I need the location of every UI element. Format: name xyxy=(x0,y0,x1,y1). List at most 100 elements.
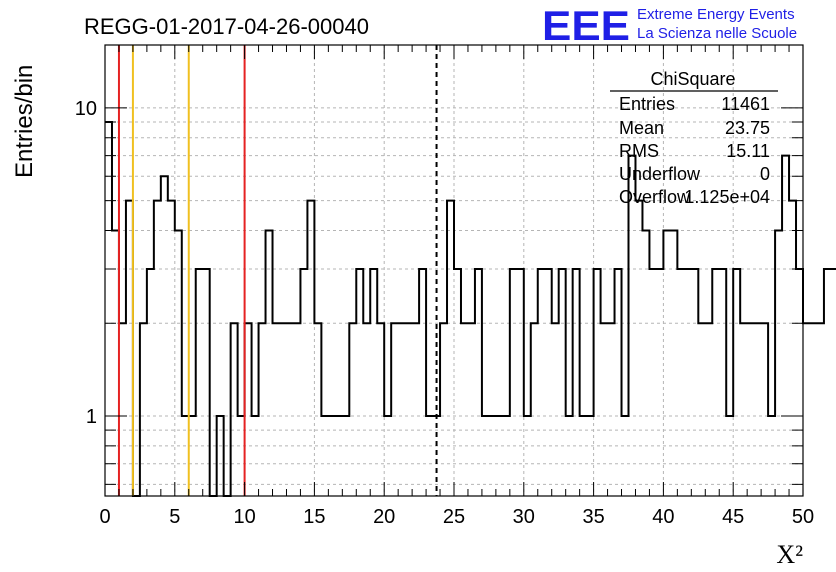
x-tick-label: 0 xyxy=(99,506,110,528)
histogram-bin xyxy=(747,323,754,496)
histogram-bin xyxy=(349,323,356,496)
stats-value-entries: 11461 xyxy=(721,94,770,114)
histogram-bin xyxy=(433,416,440,496)
histogram-bin xyxy=(419,269,426,496)
histogram-bin xyxy=(377,323,384,496)
histogram-bin xyxy=(503,416,510,496)
histogram-bin xyxy=(273,323,280,496)
histogram-bin xyxy=(398,323,405,496)
histogram-bin xyxy=(677,269,684,496)
histogram-bin xyxy=(712,269,719,496)
logo-line-2: La Scienza nelle Scuole xyxy=(637,25,797,42)
histogram-bin xyxy=(245,323,252,496)
x-tick-label: 50 xyxy=(792,506,814,528)
y-tick-label: 10 xyxy=(75,98,97,120)
histogram-bin xyxy=(266,231,273,496)
histogram-bin xyxy=(447,201,454,496)
histogram-bin xyxy=(328,416,335,496)
histogram-bin xyxy=(670,231,677,496)
histogram-bin xyxy=(259,323,266,496)
histogram-bin xyxy=(307,201,314,496)
histogram-bin xyxy=(531,323,538,496)
histogram-bin xyxy=(182,416,189,496)
histogram-bin xyxy=(642,231,649,496)
histogram-bin xyxy=(601,323,608,496)
histogram-bin xyxy=(782,156,789,496)
histogram-bin xyxy=(189,416,196,496)
histogram-bin xyxy=(454,269,461,496)
stats-value-rms: 15.11 xyxy=(726,141,770,161)
histogram-bin xyxy=(119,323,126,496)
histogram-bin xyxy=(761,323,768,496)
histogram-bin xyxy=(293,323,300,496)
histogram-bin xyxy=(796,269,803,496)
histogram-bin xyxy=(140,323,147,496)
histogram-line xyxy=(105,120,836,497)
histogram-bin xyxy=(126,201,133,496)
chart-title: REGG-01-2017-04-26-00040 xyxy=(84,14,369,39)
histogram-bin xyxy=(608,323,615,496)
histogram-bin xyxy=(740,323,747,496)
histogram-bin xyxy=(238,416,245,496)
histogram-bin xyxy=(698,323,705,496)
histogram-bin xyxy=(663,231,670,496)
histogram-bin xyxy=(517,269,524,496)
histogram-bin xyxy=(594,269,601,496)
histogram-bin xyxy=(803,323,810,496)
x-tick-label: 15 xyxy=(303,506,325,528)
histogram-bin xyxy=(321,416,328,496)
histogram-bin xyxy=(286,323,293,496)
histogram-bin xyxy=(489,416,496,496)
histogram-bin xyxy=(775,231,782,496)
histogram-bin xyxy=(768,416,775,496)
histogram-bin xyxy=(538,269,545,496)
marker-lines xyxy=(117,45,438,496)
histogram-bin xyxy=(496,416,503,496)
histogram-bin xyxy=(147,269,154,496)
histogram-bin xyxy=(112,231,119,496)
histogram-bin xyxy=(363,323,370,496)
histogram-bin xyxy=(231,323,238,496)
histogram-bin xyxy=(217,416,224,496)
stats-value-underflow: 0 xyxy=(760,164,770,184)
histogram-bin xyxy=(587,416,594,496)
histogram-bin xyxy=(754,323,761,496)
histogram-bin xyxy=(405,323,412,496)
histogram-bin xyxy=(105,122,112,496)
histogram-bin xyxy=(468,323,475,496)
histogram-bin xyxy=(370,269,377,496)
histogram-bin xyxy=(691,269,698,496)
stats-label-rms: RMS xyxy=(619,141,659,161)
histogram-bin xyxy=(684,269,691,496)
histogram-bin xyxy=(440,323,447,496)
histogram-bin xyxy=(314,323,321,496)
histogram-bin xyxy=(524,416,531,496)
histogram-bin xyxy=(719,269,726,496)
histogram-bin xyxy=(412,323,419,496)
histogram-bin xyxy=(391,323,398,496)
histogram-bin xyxy=(635,201,642,496)
stats-label-entries: Entries xyxy=(619,94,675,114)
histogram-bin xyxy=(426,416,433,496)
histogram-bin xyxy=(510,269,517,496)
histogram-bin xyxy=(196,269,203,496)
histogram-bin xyxy=(545,269,552,496)
stats-value-mean: 23.75 xyxy=(725,118,770,138)
stats-label-mean: Mean xyxy=(619,118,664,138)
x-tick-label: 10 xyxy=(233,506,255,528)
y-tick-label: 1 xyxy=(86,406,97,428)
histogram-bin xyxy=(726,416,733,496)
x-tick-label: 20 xyxy=(373,506,395,528)
stats-box: ChiSquare Entries 11461 Mean 23.75 RMS 1… xyxy=(610,69,778,207)
histogram-bin xyxy=(824,269,831,496)
logo-line-1: Extreme Energy Events xyxy=(637,6,795,23)
histogram-bin xyxy=(810,323,817,496)
histogram-bin xyxy=(552,323,559,496)
x-tick-label: 35 xyxy=(582,506,604,528)
histogram-bin xyxy=(168,201,175,496)
histogram-bin xyxy=(705,323,712,496)
stats-value-overflow: 1.125e+04 xyxy=(684,187,770,207)
histogram-bin xyxy=(559,269,566,496)
x-axis-label: X² xyxy=(776,540,803,569)
